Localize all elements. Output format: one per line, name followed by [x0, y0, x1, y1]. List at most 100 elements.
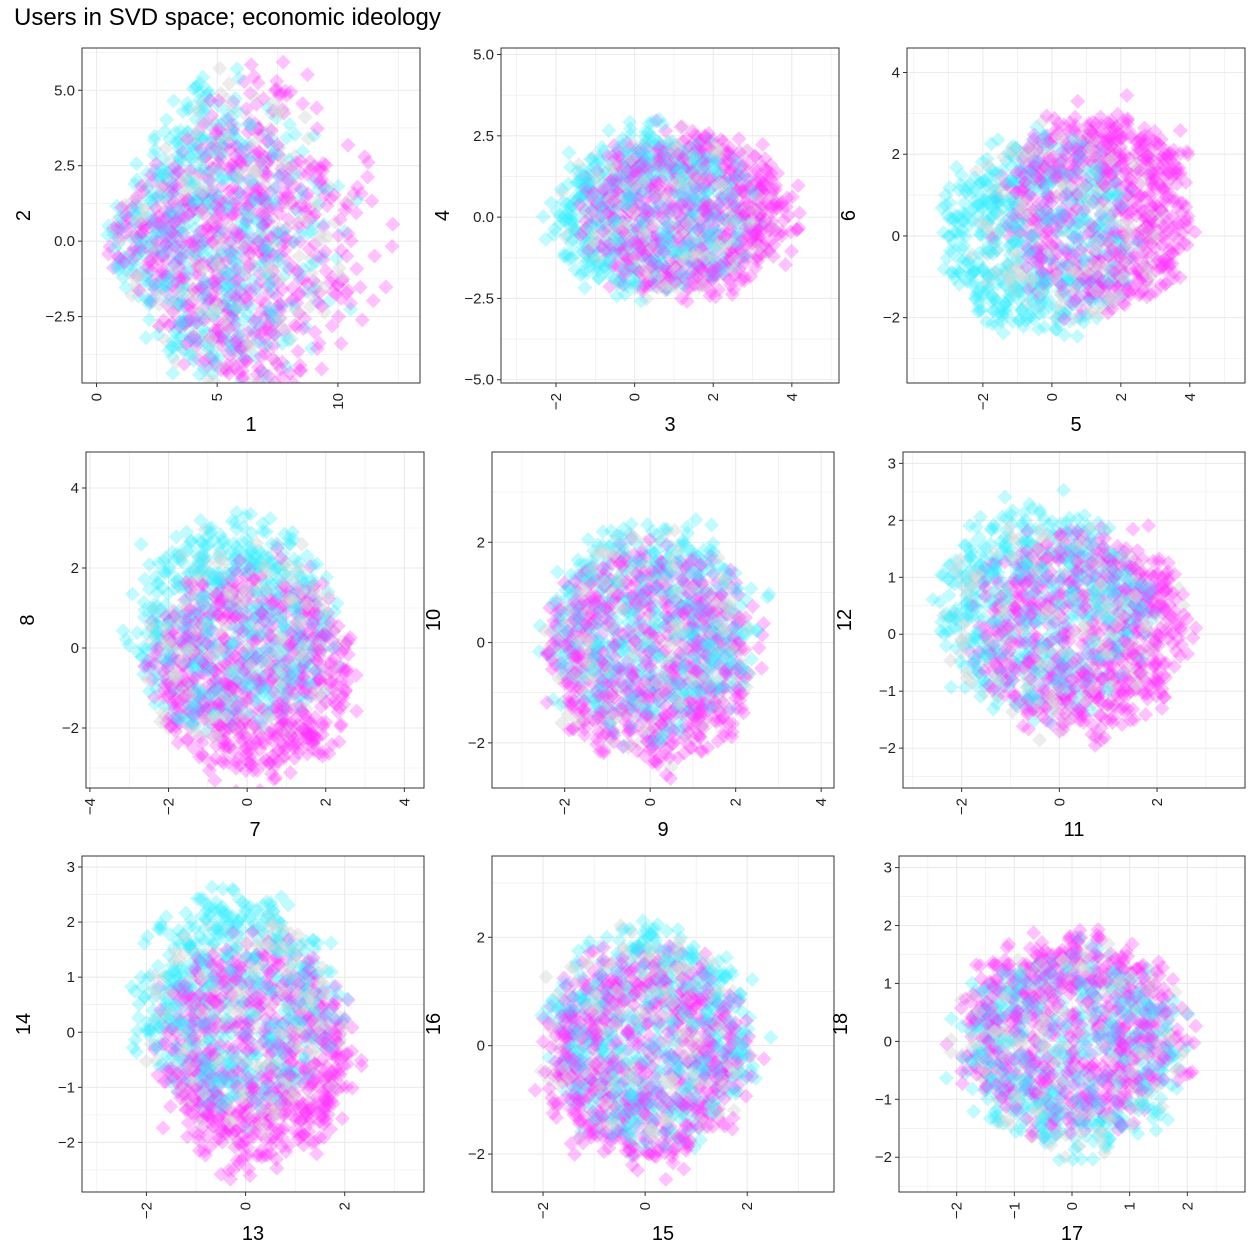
- point-right: [195, 281, 211, 297]
- point-right: [147, 281, 163, 297]
- point-right: [734, 207, 750, 223]
- point-other: [636, 213, 652, 229]
- point-left: [218, 331, 234, 347]
- point-other: [1027, 202, 1043, 218]
- point-right: [144, 250, 160, 266]
- point-right: [132, 239, 148, 255]
- point-other: [271, 102, 287, 118]
- point-right: [716, 174, 732, 190]
- point-left: [624, 221, 640, 237]
- point-right: [747, 149, 763, 165]
- point-right: [265, 263, 281, 279]
- point-right: [628, 150, 644, 166]
- point-other: [1017, 175, 1033, 191]
- point-other: [590, 252, 606, 268]
- point-right: [211, 130, 227, 146]
- point-right: [685, 157, 701, 173]
- point-left: [169, 166, 185, 182]
- point-left: [225, 246, 241, 262]
- point-left: [161, 206, 177, 222]
- point-left: [694, 256, 710, 272]
- point-left: [188, 128, 204, 144]
- point-left: [984, 199, 1000, 215]
- x-tick-label: 0: [627, 393, 644, 401]
- point-right: [305, 273, 321, 289]
- point-right: [279, 175, 295, 191]
- point-right: [153, 218, 169, 234]
- point-left: [669, 267, 685, 283]
- point-right: [762, 221, 778, 237]
- point-left: [227, 117, 243, 133]
- point-other: [670, 188, 686, 204]
- point-right: [162, 229, 178, 245]
- point-right: [694, 153, 710, 169]
- point-right: [748, 225, 764, 241]
- point-left: [235, 302, 251, 318]
- point-left: [184, 346, 200, 362]
- point-right: [689, 129, 705, 145]
- point-right: [144, 214, 160, 230]
- point-left: [246, 192, 262, 208]
- point-other: [292, 213, 308, 229]
- point-right: [690, 256, 706, 272]
- point-left: [622, 156, 638, 172]
- point-other: [747, 219, 763, 235]
- point-right: [236, 339, 252, 355]
- point-right: [713, 189, 729, 205]
- point-right: [601, 196, 617, 212]
- point-right: [237, 190, 253, 206]
- point-left: [233, 215, 249, 231]
- point-right: [573, 227, 589, 243]
- point-other: [155, 187, 171, 203]
- point-right: [243, 191, 259, 207]
- point-right: [719, 252, 735, 268]
- point-right: [267, 327, 283, 343]
- point-left: [172, 330, 188, 346]
- point-left: [593, 254, 609, 270]
- point-right: [210, 162, 226, 178]
- point-right: [617, 172, 633, 188]
- point-other: [1034, 174, 1050, 190]
- point-right: [251, 144, 267, 160]
- point-right: [663, 146, 679, 162]
- point-right: [143, 253, 159, 269]
- point-other: [607, 228, 623, 244]
- point-left: [561, 251, 577, 267]
- point-left: [199, 325, 215, 341]
- point-right: [707, 177, 723, 193]
- point-right: [769, 200, 785, 216]
- point-right: [675, 224, 691, 240]
- point-right: [600, 191, 616, 207]
- point-right: [757, 215, 773, 231]
- point-left: [255, 153, 271, 169]
- point-left: [273, 297, 289, 313]
- point-other: [636, 227, 652, 243]
- point-right: [748, 203, 764, 219]
- point-right: [132, 283, 148, 299]
- point-right: [1158, 161, 1174, 177]
- point-other: [292, 307, 308, 323]
- point-right: [675, 133, 691, 149]
- point-left: [618, 145, 634, 161]
- point-right: [697, 276, 713, 292]
- point-right: [715, 134, 731, 150]
- point-other: [600, 228, 616, 244]
- point-left: [266, 197, 282, 213]
- point-left: [567, 262, 583, 278]
- point-left: [228, 161, 244, 177]
- point-left: [617, 184, 633, 200]
- point-other: [584, 235, 600, 251]
- point-left: [650, 166, 666, 182]
- point-other: [225, 101, 241, 117]
- point-other: [667, 138, 683, 154]
- point-right: [704, 263, 720, 279]
- point-left: [573, 182, 589, 198]
- point-right: [654, 237, 670, 253]
- point-other: [199, 344, 215, 360]
- point-other: [157, 332, 173, 348]
- point-left: [251, 234, 267, 250]
- point-left: [219, 279, 235, 295]
- point-right: [284, 196, 300, 212]
- point-left: [166, 93, 182, 109]
- point-right: [255, 90, 271, 106]
